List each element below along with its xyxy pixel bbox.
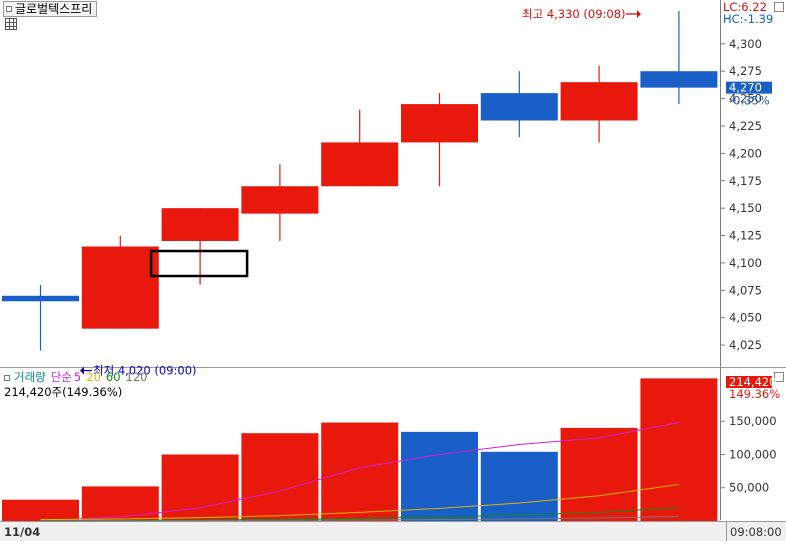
candle-body bbox=[480, 93, 558, 121]
volume-bar[interactable] bbox=[560, 427, 638, 521]
candle[interactable] bbox=[480, 71, 558, 137]
lc-label: LC:6.22 bbox=[723, 0, 767, 14]
legend-volume[interactable]: 거래량 bbox=[14, 370, 46, 384]
volume-legend: 거래량 단순 5 20 60 120 bbox=[4, 370, 152, 384]
price-tick-label: 4,175 bbox=[729, 174, 762, 188]
candle[interactable] bbox=[560, 65, 638, 143]
symbol-title[interactable]: 글로벌텍스프리 bbox=[3, 1, 98, 17]
ma-line-20 bbox=[40, 483, 679, 521]
volume-bars bbox=[2, 378, 718, 521]
price-tick-label: 4,075 bbox=[729, 283, 762, 297]
candle[interactable] bbox=[241, 164, 319, 242]
symbol-name: 글로벌텍스프리 bbox=[15, 2, 93, 16]
legend-ma-label[interactable]: 단순 bbox=[50, 370, 72, 384]
candle-body bbox=[640, 71, 718, 88]
high-annotation: 최고 4,330 (09:08) bbox=[522, 7, 626, 21]
legend-ma60[interactable]: 60 bbox=[105, 370, 121, 384]
volume-bar[interactable] bbox=[2, 499, 79, 521]
candle[interactable] bbox=[161, 208, 239, 285]
candle-body bbox=[321, 142, 399, 187]
scroll-up-button[interactable] bbox=[774, 2, 784, 12]
current-price-label: 4,270 bbox=[729, 81, 762, 95]
moving-average-lines bbox=[40, 422, 679, 522]
symbol-dot-icon bbox=[6, 6, 12, 12]
candle-body bbox=[2, 295, 79, 302]
volume-tick-label: 50,000 bbox=[729, 481, 769, 495]
volume-bar[interactable] bbox=[81, 486, 159, 521]
ma-line-120 bbox=[40, 515, 679, 522]
candle-body bbox=[401, 104, 478, 143]
volume-bar[interactable] bbox=[401, 431, 478, 521]
price-tick-label: 4,250 bbox=[729, 92, 762, 106]
price-tick-label: 4,275 bbox=[729, 64, 762, 78]
volume-tick-label: 150,000 bbox=[729, 414, 777, 428]
table-icon[interactable] bbox=[5, 18, 17, 30]
price-tick-label: 4,050 bbox=[729, 311, 762, 325]
volume-panel-button[interactable] bbox=[774, 372, 784, 382]
price-tick-label: 4,300 bbox=[729, 37, 762, 51]
legend-ma5[interactable]: 5 bbox=[73, 370, 82, 384]
ma-line-5 bbox=[40, 422, 679, 521]
x-date-label: 11/04 bbox=[4, 525, 40, 539]
legend-ma20[interactable]: 20 bbox=[86, 370, 101, 384]
candle[interactable] bbox=[321, 109, 399, 187]
highlight-box bbox=[149, 249, 249, 278]
candle[interactable] bbox=[640, 10, 718, 105]
x-time-label: 09:08:00 bbox=[730, 525, 782, 539]
price-tick-label: 4,125 bbox=[729, 229, 762, 243]
legend-square-icon bbox=[4, 374, 10, 381]
candle[interactable] bbox=[81, 235, 159, 329]
volume-y-axis: 50,000 100,000 150,000 bbox=[720, 414, 777, 495]
hc-label: HC:-1.39 bbox=[723, 12, 773, 26]
volume-bar[interactable] bbox=[321, 422, 399, 521]
price-tick-label: 4,025 bbox=[729, 338, 762, 352]
volume-bar[interactable] bbox=[640, 378, 718, 521]
high-arrow-icon bbox=[626, 9, 641, 18]
volume-bar[interactable] bbox=[241, 433, 319, 521]
current-volume-badge bbox=[726, 376, 772, 388]
price-tick-label: 4,150 bbox=[729, 201, 762, 215]
current-price-badge bbox=[726, 81, 772, 94]
price-tick-label: 4,100 bbox=[729, 256, 762, 270]
candle-body bbox=[161, 208, 239, 242]
candles bbox=[2, 10, 718, 351]
x-axis-strip bbox=[0, 522, 786, 541]
price-y-axis: 4,025 4,050 4,075 4,100 4,125 4,150 4,175 4,200… bbox=[720, 37, 762, 352]
candle[interactable] bbox=[401, 93, 478, 187]
candle[interactable] bbox=[2, 284, 79, 351]
volume-bar[interactable] bbox=[480, 451, 558, 521]
current-change-label: -0.35% bbox=[729, 94, 770, 108]
legend-ma120[interactable]: 120 bbox=[125, 370, 148, 384]
volume-bar[interactable] bbox=[161, 454, 239, 521]
price-tick-label: 4,200 bbox=[729, 146, 762, 160]
volume-tick-label: 100,000 bbox=[729, 447, 777, 461]
current-volume-pct: 149.36% bbox=[729, 387, 780, 401]
candle-body bbox=[241, 186, 319, 214]
current-volume-label: 214,420 bbox=[729, 375, 777, 389]
price-tick-label: 4,225 bbox=[729, 119, 762, 133]
low-annotation: 최저 4,020 (09:00) bbox=[93, 364, 197, 378]
candle-body bbox=[81, 246, 159, 329]
low-arrow-icon bbox=[80, 366, 92, 375]
volume-value-text: 214,420주(149.36%) bbox=[4, 385, 123, 399]
candle-body bbox=[560, 82, 638, 121]
